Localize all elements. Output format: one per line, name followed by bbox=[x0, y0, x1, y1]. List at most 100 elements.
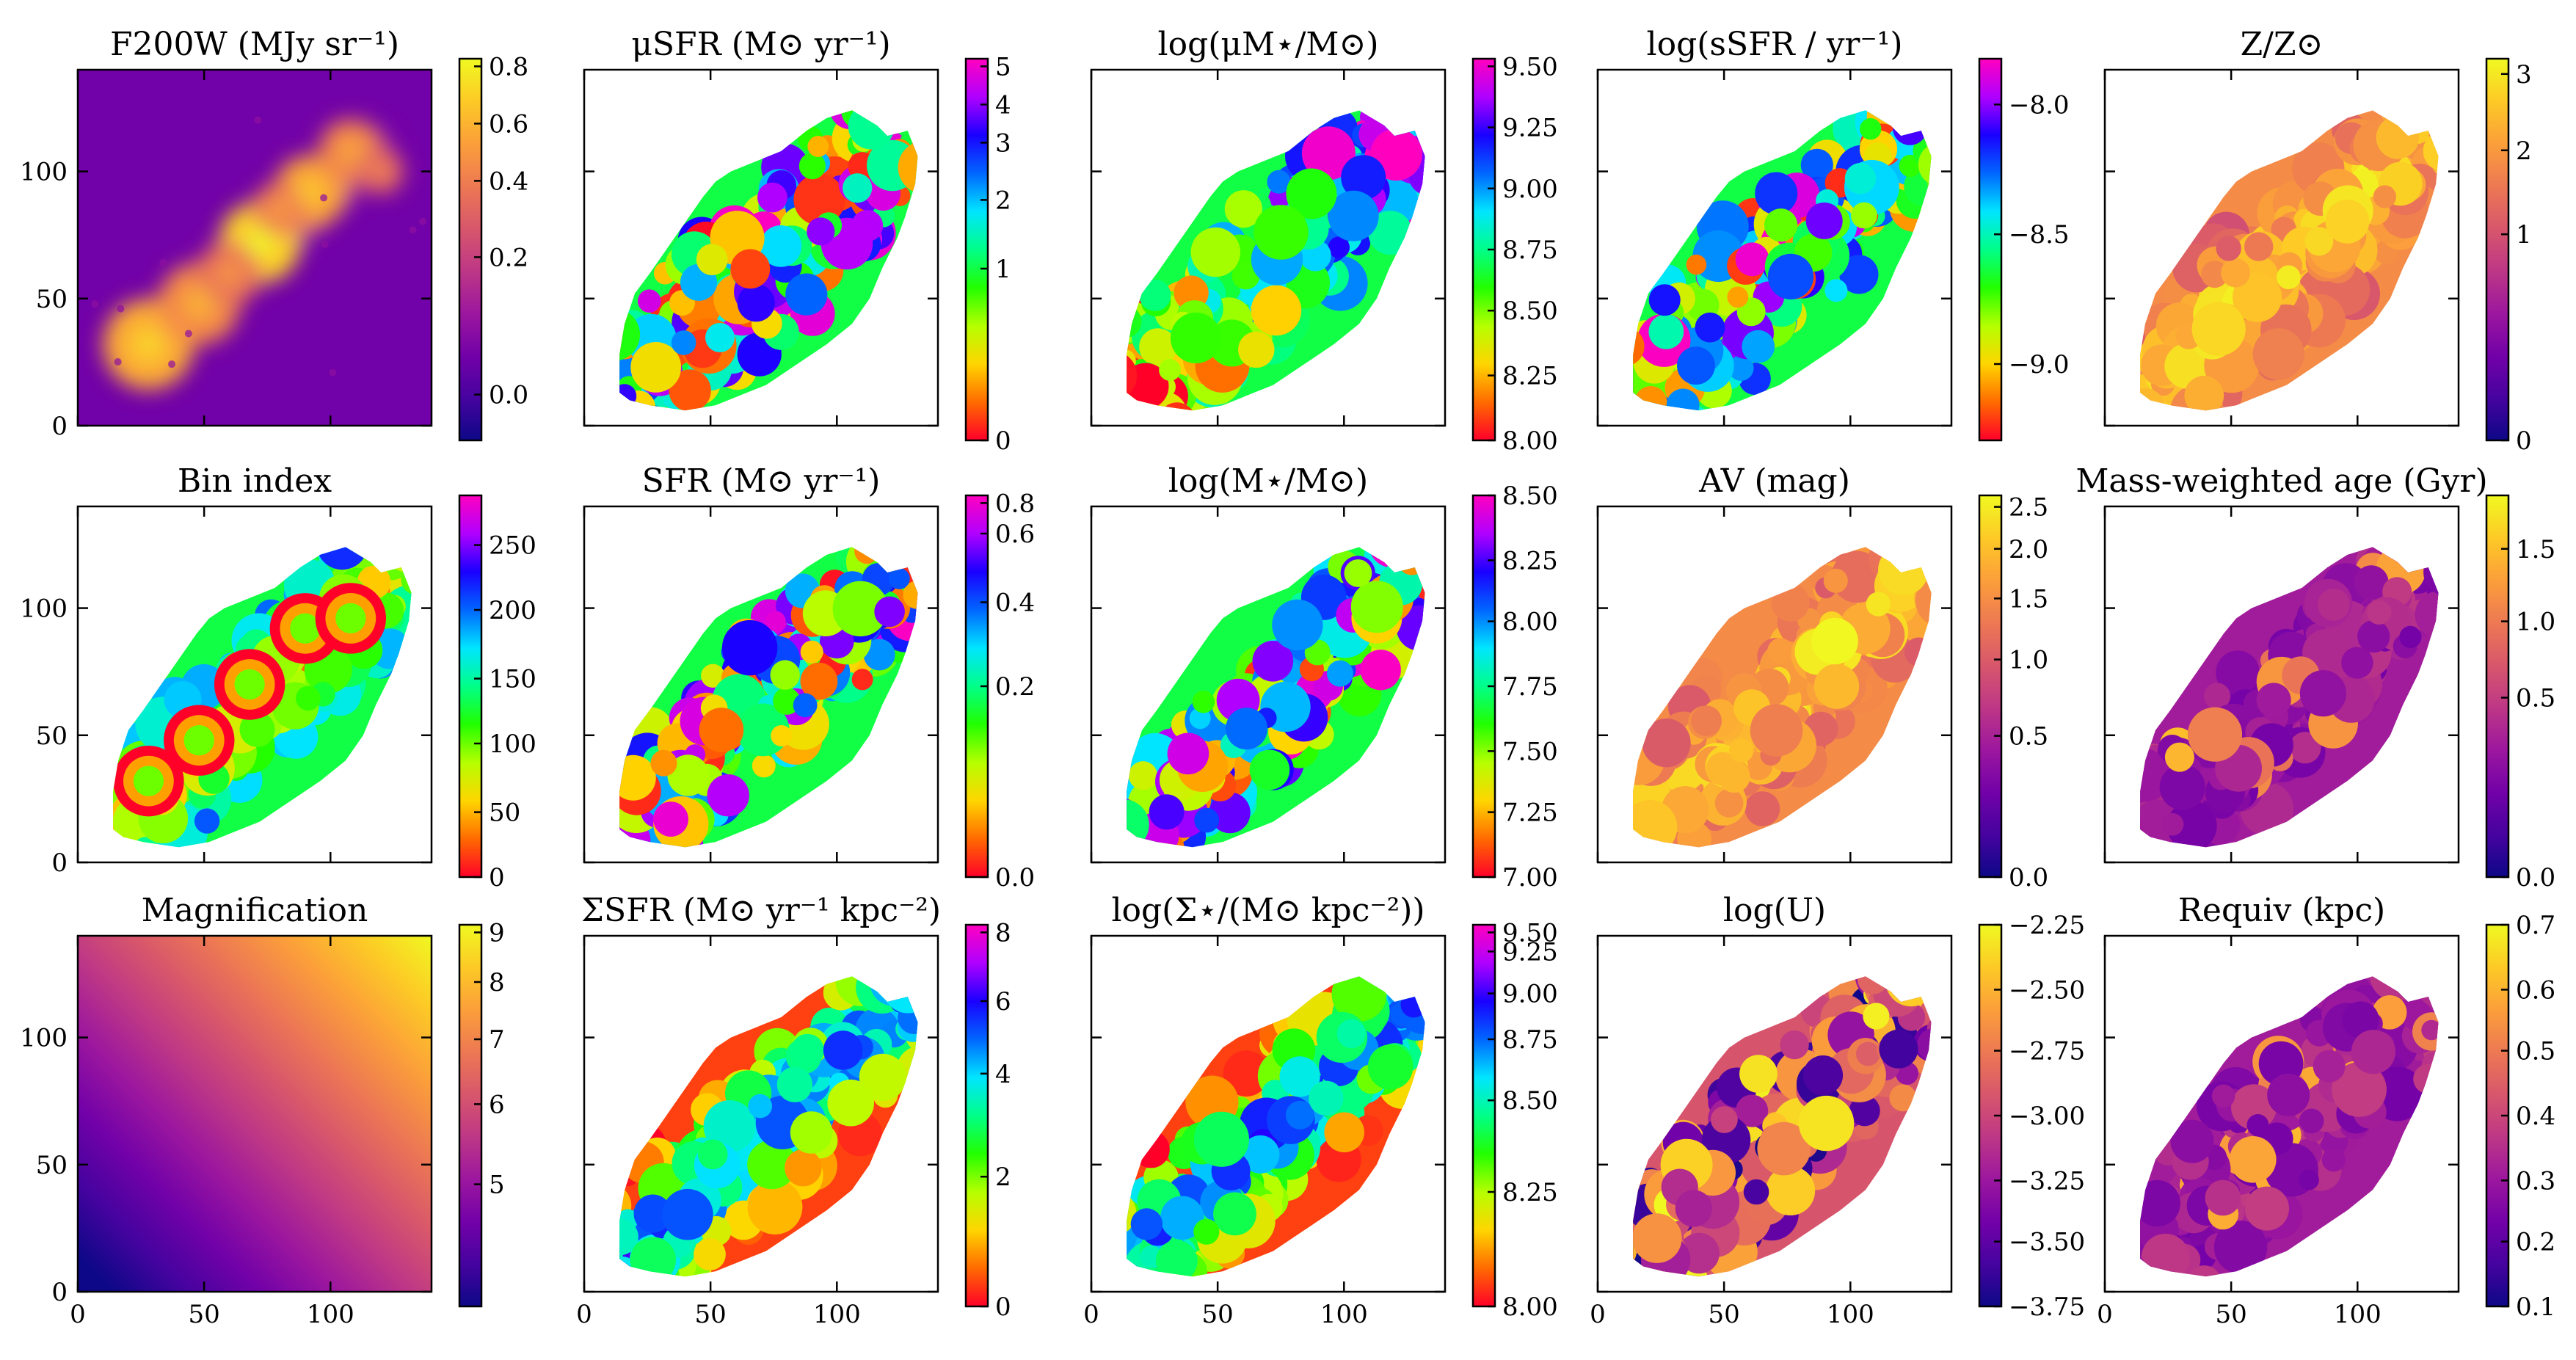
colorbar-tick-label: 0.5 bbox=[2516, 684, 2555, 713]
spatial-bin bbox=[667, 754, 709, 796]
bin-knot bbox=[183, 725, 214, 756]
x-tick-label: 0 bbox=[1083, 1300, 1099, 1329]
spatial-bin bbox=[1397, 547, 1425, 575]
colorbar-frame bbox=[458, 494, 483, 879]
colorbar-tick-label: −3.50 bbox=[2009, 1228, 2085, 1257]
spatial-bin bbox=[2140, 809, 2141, 848]
background-dot bbox=[409, 226, 417, 234]
spatial-bin bbox=[1094, 1272, 1119, 1297]
spatial-bin bbox=[1130, 1208, 1163, 1240]
colorbar-tick-label: −3.25 bbox=[2009, 1166, 2085, 1196]
source-core bbox=[219, 262, 241, 284]
colorbar-tick-label: 0.2 bbox=[2516, 1228, 2555, 1257]
spatial-bin bbox=[1590, 1244, 1618, 1271]
spatial-bin bbox=[832, 581, 889, 637]
spatial-bin bbox=[635, 404, 669, 411]
spatial-bin bbox=[1127, 334, 1129, 368]
spatial-bin bbox=[619, 384, 637, 408]
spatial-bin bbox=[1764, 208, 1798, 242]
spatial-bin bbox=[2442, 524, 2490, 572]
spatial-bin bbox=[2413, 1063, 2439, 1094]
panel-title: Requiv (kpc) bbox=[2178, 892, 2385, 929]
spatial-bin bbox=[1167, 732, 1209, 775]
spatial-bin bbox=[1767, 253, 1814, 299]
colorbar-tick-label: −2.75 bbox=[2009, 1037, 2085, 1066]
spatial-bin bbox=[721, 619, 778, 676]
axes-frame bbox=[2103, 505, 2460, 864]
spatial-bin bbox=[1127, 305, 1142, 338]
colorbar-tick-label: 0 bbox=[995, 426, 1011, 456]
colorbar-frame bbox=[458, 923, 483, 1308]
spatial-bin bbox=[1863, 110, 1912, 117]
spatial-bin bbox=[2341, 647, 2373, 679]
spatial-bin bbox=[296, 686, 321, 711]
spatial-bin bbox=[1069, 804, 1107, 842]
spatial-bin bbox=[1226, 708, 1268, 750]
spatial-bin bbox=[630, 1237, 676, 1277]
colorbar-tick-label: 7.50 bbox=[1502, 737, 1558, 766]
spatial-bin bbox=[1336, 1019, 1367, 1049]
spatial-bin bbox=[2245, 1186, 2289, 1231]
spatial-bin bbox=[800, 640, 823, 663]
colorbar-tick-label: −3.00 bbox=[2009, 1102, 2085, 1131]
colorbar-tick-label: 5 bbox=[995, 52, 1011, 81]
spatial-bin bbox=[1404, 547, 1425, 561]
spatial-bin bbox=[1857, 976, 1888, 994]
source-core bbox=[298, 179, 323, 204]
spatial-bin bbox=[2141, 1233, 2190, 1277]
colorbar-tick-label: 8.25 bbox=[1502, 1178, 1558, 1207]
spatial-bin bbox=[2299, 670, 2346, 717]
colorbar-tick-label: −3.75 bbox=[2009, 1292, 2085, 1322]
spatial-bin bbox=[1058, 319, 1113, 373]
spatial-bin bbox=[2451, 89, 2473, 111]
colorbar-tick-label: 2 bbox=[995, 1163, 1011, 1192]
spatial-bin bbox=[863, 639, 895, 671]
spatial-bin bbox=[570, 826, 601, 857]
spatial-bin bbox=[2140, 1160, 2151, 1182]
spatial-bin bbox=[2423, 131, 2439, 171]
spatial-bin bbox=[1899, 547, 1932, 553]
y-tick-label: 0 bbox=[51, 412, 68, 441]
spatial-bin bbox=[1893, 110, 1927, 145]
spatial-bin bbox=[1189, 708, 1211, 730]
spatial-bin bbox=[1193, 1218, 1220, 1245]
panel-title: SFR (M⊙ yr⁻¹) bbox=[642, 462, 881, 500]
colorbar bbox=[966, 925, 988, 1306]
spatial-bin bbox=[1139, 279, 1171, 311]
spatial-bin bbox=[807, 136, 829, 157]
colorbar-tick-label: 0 bbox=[995, 1292, 1011, 1322]
spatial-bin bbox=[1422, 547, 1425, 585]
spatial-bin bbox=[2304, 227, 2334, 256]
spatial-bin bbox=[1422, 110, 1425, 131]
colorbar-frame bbox=[964, 923, 989, 1308]
spatial-bin bbox=[1886, 976, 1932, 994]
x-tick-label: 50 bbox=[1709, 1300, 1740, 1329]
spatial-bin bbox=[2221, 258, 2251, 288]
colorbar-tick-label: 8.50 bbox=[1502, 481, 1558, 511]
bin-knot bbox=[335, 603, 366, 634]
x-tick-label: 0 bbox=[70, 1300, 86, 1329]
spatial-bin bbox=[920, 937, 969, 986]
spatial-bin bbox=[1936, 956, 1959, 979]
spatial-bin bbox=[776, 1066, 812, 1102]
spatial-bin bbox=[1648, 284, 1681, 316]
spatial-bin bbox=[2277, 265, 2301, 290]
spatial-bin bbox=[630, 342, 682, 393]
colorbar-tick-label: 0.0 bbox=[995, 863, 1035, 892]
spatial-bin bbox=[1414, 110, 1425, 134]
spatial-bin bbox=[1427, 138, 1476, 187]
colorbar-tick-label: 200 bbox=[489, 596, 536, 625]
spatial-bin bbox=[1798, 1095, 1855, 1152]
spatial-bin bbox=[1675, 1190, 1712, 1227]
panel-1: F200W (MJy sr⁻¹) 0 50 100 0.8 0.6 0.4 0.2 0.0 bbox=[20, 26, 528, 442]
spatial-bin bbox=[2140, 310, 2142, 339]
spatial-bin bbox=[888, 568, 910, 589]
x-tick-label: 50 bbox=[189, 1300, 220, 1329]
spatial-bin bbox=[1328, 236, 1350, 258]
bin-knot bbox=[290, 613, 321, 644]
colorbar-tick-label: 0.4 bbox=[489, 167, 528, 196]
spatial-bin bbox=[1128, 761, 1158, 790]
panel-title: Mass-weighted age (Gyr) bbox=[2075, 462, 2487, 500]
colorbar bbox=[2486, 495, 2508, 877]
